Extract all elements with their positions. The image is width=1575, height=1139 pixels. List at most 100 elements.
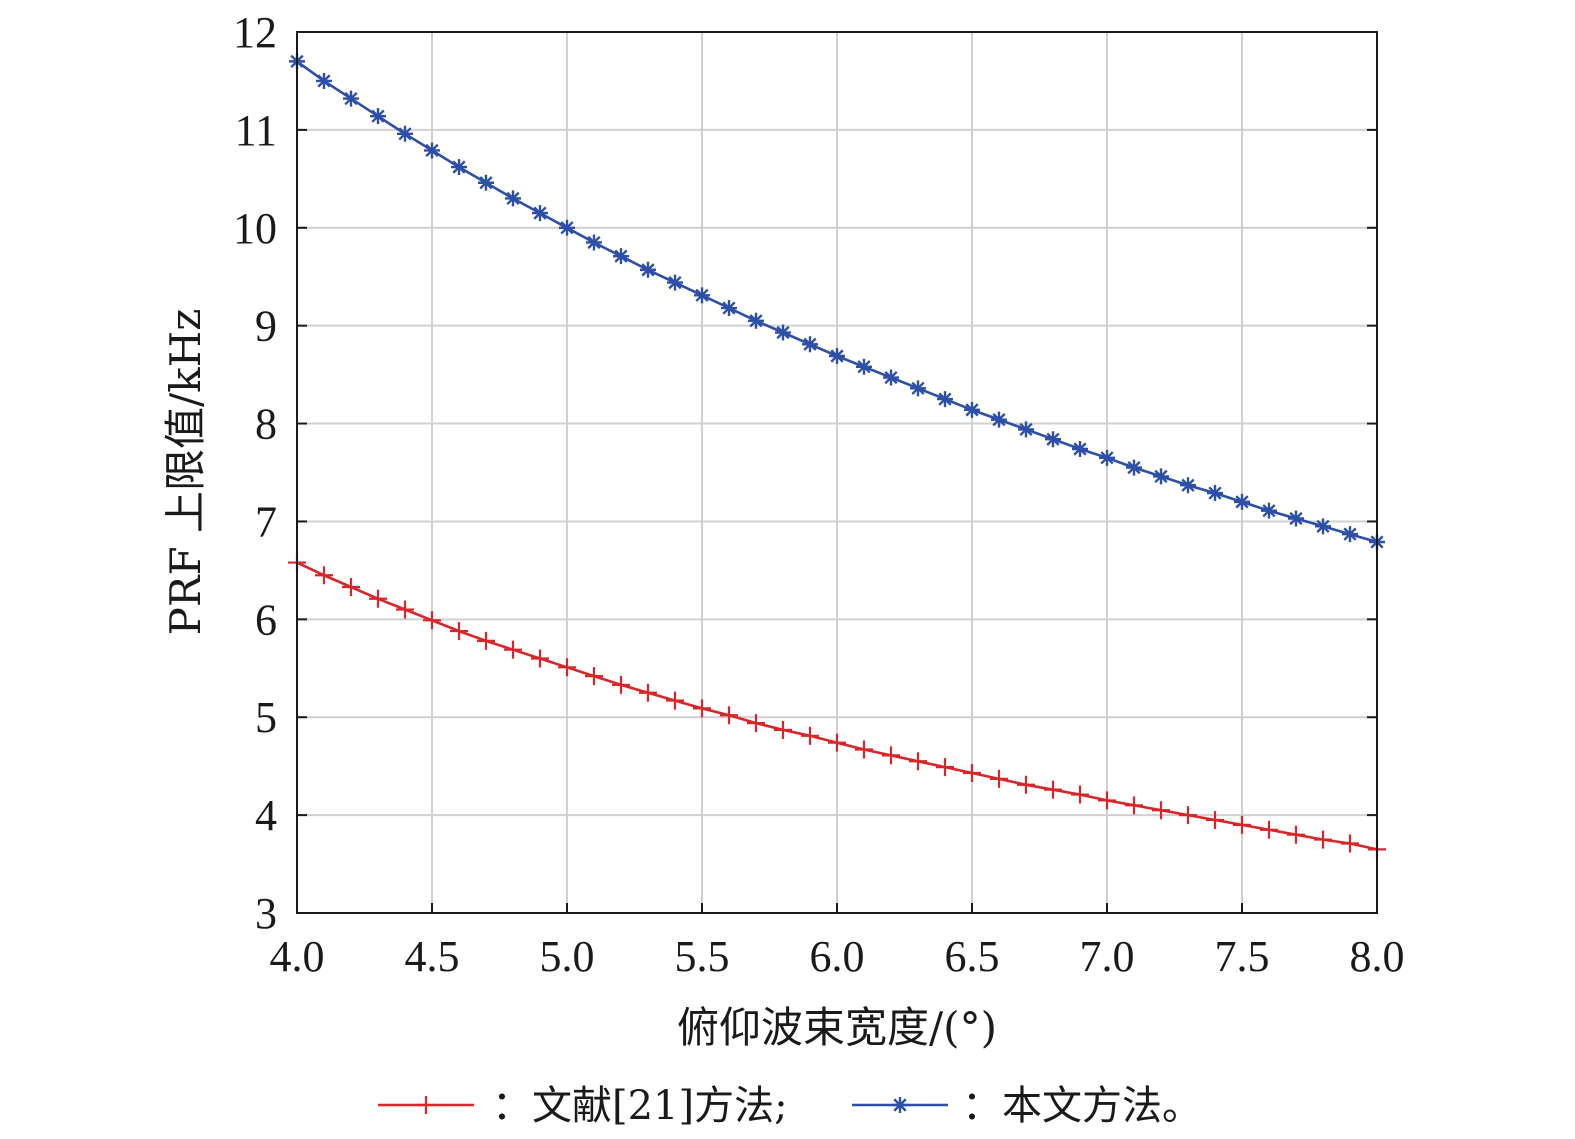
x-tick-label: 6.0 — [810, 932, 865, 981]
y-tick-label: 6 — [255, 595, 277, 644]
data-point-asterisk — [775, 324, 791, 341]
data-point-asterisk — [316, 72, 332, 89]
data-point-plus — [1260, 820, 1278, 839]
y-tick-label: 5 — [255, 693, 277, 742]
y-tick-label: 9 — [255, 302, 277, 351]
data-point-plus — [1287, 825, 1305, 844]
data-point-plus — [1152, 801, 1170, 820]
data-point-asterisk — [370, 108, 386, 125]
x-tick-label: 4.5 — [405, 932, 460, 981]
y-tick-label: 12 — [233, 8, 277, 57]
x-tick-label: 5.5 — [675, 932, 730, 981]
data-point-plus — [990, 769, 1008, 788]
data-point-asterisk — [937, 391, 953, 408]
data-point-plus — [936, 758, 954, 777]
data-point-plus — [315, 566, 333, 585]
legend-item: ：文献[21]方法; — [378, 1083, 788, 1129]
data-point-asterisk — [1342, 526, 1358, 543]
data-point-asterisk — [802, 336, 818, 353]
data-point-asterisk — [451, 159, 467, 176]
data-point-plus — [450, 622, 468, 641]
data-point-asterisk — [1261, 502, 1277, 519]
data-point-plus — [774, 720, 792, 739]
data-point-plus — [504, 640, 522, 659]
data-point-asterisk — [343, 90, 359, 107]
data-point-asterisk — [694, 287, 710, 304]
data-point-asterisk — [397, 125, 413, 142]
data-point-plus — [585, 667, 603, 686]
data-point-plus — [666, 691, 684, 710]
data-point-asterisk — [424, 142, 440, 159]
series-literature-21 — [288, 553, 1386, 859]
data-point-asterisk — [559, 219, 575, 236]
data-point-plus — [423, 611, 441, 630]
y-tick-label: 7 — [255, 497, 277, 546]
data-point-asterisk — [1234, 493, 1250, 510]
data-point-plus — [531, 649, 549, 668]
data-point-asterisk — [721, 300, 737, 317]
data-point-plus — [342, 578, 360, 597]
data-point-plus — [612, 675, 630, 694]
data-point-asterisk — [1018, 421, 1034, 438]
data-point-plus — [417, 1096, 435, 1114]
data-point-asterisk — [991, 411, 1007, 428]
data-point-asterisk — [1207, 485, 1223, 502]
data-point-plus — [1125, 796, 1143, 815]
data-point-asterisk — [856, 358, 872, 375]
x-tick-label: 7.5 — [1215, 932, 1270, 981]
x-tick-label: 4.0 — [270, 932, 325, 981]
data-point-plus — [909, 752, 927, 771]
data-point-plus — [882, 746, 900, 765]
data-point-asterisk — [1126, 459, 1142, 476]
data-point-asterisk — [613, 248, 629, 265]
data-point-asterisk — [910, 380, 926, 397]
grid — [296, 31, 1378, 914]
data-point-asterisk — [1072, 441, 1088, 458]
x-tick-label: 8.0 — [1350, 932, 1405, 981]
data-point-asterisk — [532, 205, 548, 222]
x-tick-label: 5.0 — [540, 932, 595, 981]
data-point-plus — [369, 589, 387, 608]
ticks: 4.0 4.5 5.0 5.5 6.0 6.5 7.0 7.5 8.0 3 4 5 6 7 8 9 10 11 12 — [233, 8, 1405, 981]
data-point-plus — [639, 683, 657, 702]
y-tick-label: 10 — [233, 204, 277, 253]
data-point-plus — [558, 658, 576, 677]
data-point-asterisk — [1153, 468, 1169, 485]
data-point-asterisk — [1180, 477, 1196, 494]
data-point-plus — [1044, 780, 1062, 799]
data-point-plus — [855, 740, 873, 759]
y-tick-label: 4 — [255, 791, 277, 840]
data-point-asterisk — [586, 234, 602, 251]
data-point-asterisk — [640, 261, 656, 278]
y-tick-label: 3 — [255, 889, 277, 938]
data-point-asterisk — [505, 190, 521, 207]
data-point-asterisk — [829, 348, 845, 365]
data-point-plus — [1233, 815, 1251, 834]
y-tick-label: 11 — [235, 106, 277, 155]
data-point-asterisk — [1045, 431, 1061, 448]
data-point-asterisk — [964, 401, 980, 418]
legend-label: ：文献[21]方法; — [492, 1083, 788, 1129]
y-tick-label: 8 — [255, 400, 277, 449]
x-tick-label: 6.5 — [945, 932, 1000, 981]
series-layer — [288, 53, 1386, 859]
data-point-plus — [396, 600, 414, 619]
data-point-plus — [963, 764, 981, 783]
data-point-plus — [828, 733, 846, 752]
data-point-plus — [1314, 830, 1332, 849]
y-axis-label: PRF 上限值/kHz — [161, 309, 210, 636]
data-point-plus — [1179, 806, 1197, 825]
legend: ：文献[21]方法; ：本文方法。 — [378, 1083, 1202, 1129]
data-point-plus — [1017, 775, 1035, 794]
data-point-asterisk — [892, 1097, 908, 1113]
legend-item: ：本文方法。 — [852, 1083, 1202, 1129]
data-point-asterisk — [748, 312, 764, 329]
data-point-plus — [720, 706, 738, 725]
data-point-plus — [1071, 785, 1089, 804]
data-point-plus — [1098, 791, 1116, 810]
x-axis-label: 俯仰波束宽度/(°) — [677, 1003, 997, 1052]
data-point-asterisk — [1288, 510, 1304, 527]
data-point-asterisk — [478, 174, 494, 191]
data-point-asterisk — [883, 369, 899, 386]
